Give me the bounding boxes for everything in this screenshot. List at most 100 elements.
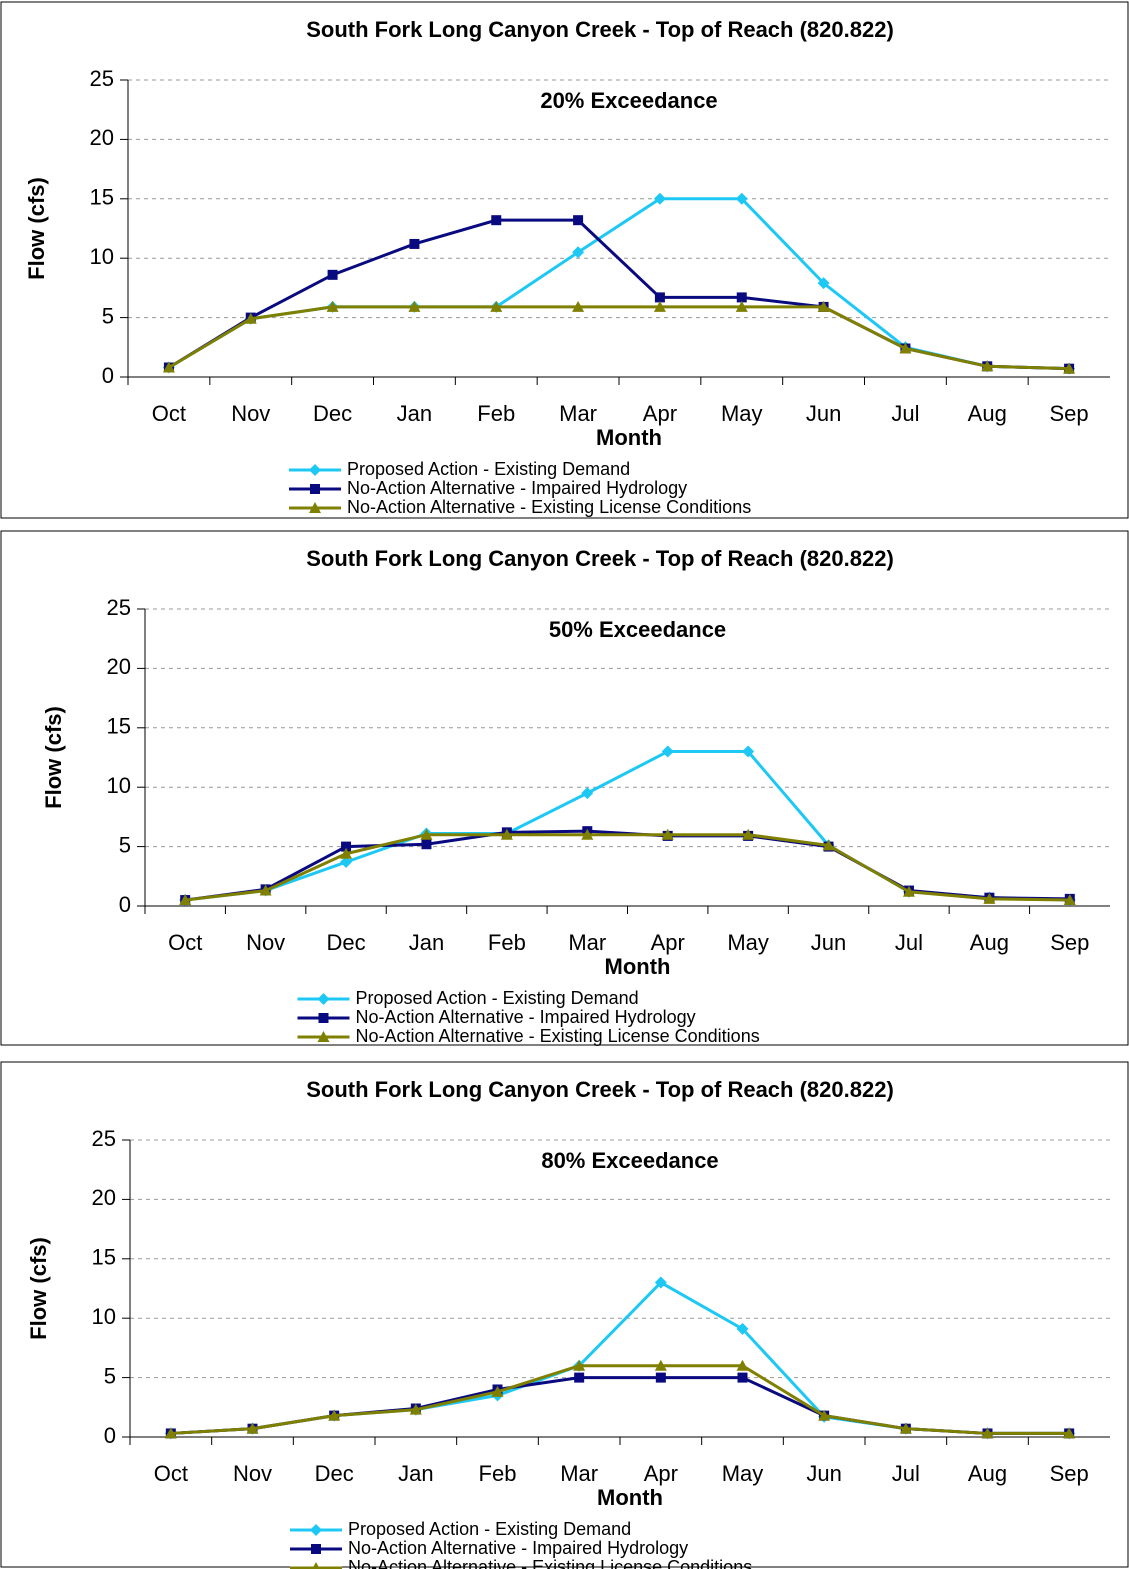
point <box>735 300 748 312</box>
legend-label: Proposed Action - Existing Demand <box>347 459 630 479</box>
point <box>736 1359 749 1371</box>
chart-subtitle: 80% Exceedance <box>541 1148 718 1173</box>
x-tick-label: Oct <box>154 1461 188 1486</box>
x-tick-label: Mar <box>560 1461 598 1486</box>
x-tick-label: Nov <box>231 401 270 426</box>
point <box>654 1276 667 1289</box>
point <box>817 300 830 312</box>
x-tick-label: May <box>727 930 769 955</box>
point <box>581 787 594 800</box>
point <box>312 1562 320 1569</box>
point <box>491 215 502 226</box>
chart-title: South Fork Long Canyon Creek - Top of Re… <box>306 1077 894 1102</box>
chart-subtitle: 20% Exceedance <box>540 88 717 113</box>
point <box>340 856 353 869</box>
y-tick-label: 25 <box>92 1126 116 1151</box>
point <box>902 885 915 897</box>
y-tick-label: 5 <box>102 303 114 328</box>
x-tick-label: Mar <box>568 930 606 955</box>
chart-title: South Fork Long Canyon Creek - Top of Re… <box>306 17 894 42</box>
legend-label: No-Action Alternative - Impaired Hydrolo… <box>347 478 687 498</box>
x-tick-label: Jan <box>409 930 444 955</box>
legend-label: No-Action Alternative - Existing License… <box>356 1026 760 1046</box>
series-line <box>168 218 1070 371</box>
point <box>490 300 503 312</box>
point <box>983 892 996 904</box>
x-tick-label: Jan <box>398 1461 433 1486</box>
point <box>1063 894 1076 906</box>
point <box>737 1372 748 1383</box>
point <box>1063 362 1076 374</box>
y-tick-label: 0 <box>119 892 131 917</box>
x-tick-label: Nov <box>246 930 285 955</box>
y-tick-label: 5 <box>119 832 131 857</box>
y-tick-label: 15 <box>92 1245 116 1270</box>
x-tick-label: Dec <box>315 1461 354 1486</box>
legend-label: Proposed Action - Existing Demand <box>356 988 639 1008</box>
point <box>164 1427 177 1439</box>
point <box>742 828 755 840</box>
x-tick-label: Jan <box>397 401 432 426</box>
point <box>179 894 192 906</box>
y-tick-label: 10 <box>90 244 114 269</box>
legend-label: No-Action Alternative - Impaired Hydrolo… <box>348 1538 688 1558</box>
point <box>822 839 835 851</box>
chart-title: South Fork Long Canyon Creek - Top of Re… <box>306 546 894 571</box>
x-axis-label: Month <box>596 425 662 450</box>
point <box>654 1359 667 1371</box>
x-tick-label: Oct <box>152 401 186 426</box>
point <box>899 342 912 354</box>
x-axis-label: Month <box>597 1485 663 1510</box>
point <box>736 292 747 303</box>
point <box>408 300 421 312</box>
x-tick-label: May <box>721 401 763 426</box>
series-line <box>168 305 1070 371</box>
x-tick-label: Aug <box>970 930 1009 955</box>
x-tick-label: Jun <box>806 1461 841 1486</box>
y-tick-label: 0 <box>104 1423 116 1448</box>
y-tick-label: 5 <box>104 1363 116 1388</box>
point <box>574 1372 585 1383</box>
point <box>491 1385 504 1397</box>
point <box>661 828 674 840</box>
point <box>573 1359 586 1371</box>
legend-label: No-Action Alternative - Existing License… <box>347 497 751 517</box>
series-line <box>170 1364 1070 1435</box>
point <box>327 269 338 280</box>
legend-label: No-Action Alternative - Impaired Hydrolo… <box>356 1007 696 1027</box>
x-tick-label: Feb <box>477 401 515 426</box>
y-axis-label: Flow (cfs) <box>24 177 49 280</box>
point <box>311 1544 321 1554</box>
y-tick-label: 25 <box>107 595 131 620</box>
y-tick-label: 10 <box>107 773 131 798</box>
point <box>309 502 321 513</box>
point <box>162 361 175 373</box>
point <box>420 828 433 840</box>
series-line <box>185 750 1070 902</box>
point <box>661 745 674 758</box>
x-tick-label: Sep <box>1050 930 1089 955</box>
point <box>1063 1427 1076 1439</box>
x-tick-label: Jul <box>891 401 919 426</box>
point <box>653 192 666 205</box>
point <box>310 484 320 494</box>
y-tick-label: 20 <box>107 654 131 679</box>
x-tick-label: Jun <box>806 401 841 426</box>
legend-label: No-Action Alternative - Existing License… <box>348 1557 752 1569</box>
y-tick-label: 0 <box>102 363 114 388</box>
point <box>328 1409 341 1421</box>
point <box>572 246 585 259</box>
point <box>244 312 257 324</box>
point <box>409 1403 422 1415</box>
point <box>818 1409 831 1421</box>
point <box>409 238 420 249</box>
x-tick-label: Aug <box>968 401 1007 426</box>
x-tick-label: Feb <box>488 930 526 955</box>
x-tick-label: Dec <box>326 930 365 955</box>
point <box>899 1422 912 1434</box>
x-tick-label: Apr <box>651 930 685 955</box>
series-line <box>170 1280 1070 1435</box>
y-tick-label: 20 <box>92 1185 116 1210</box>
series-line <box>168 197 1070 371</box>
